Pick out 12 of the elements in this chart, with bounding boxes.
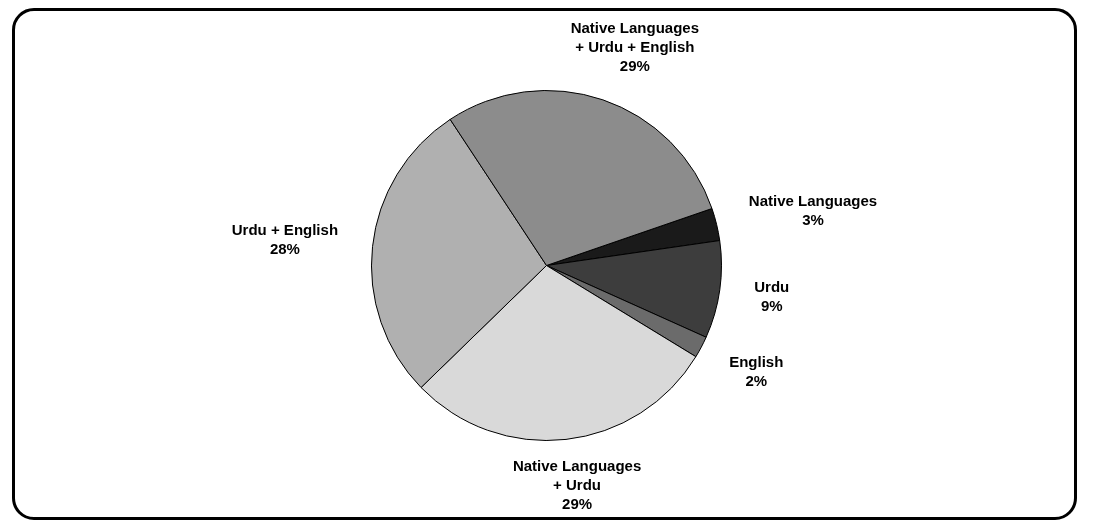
slice-label: Urdu + English <box>231 221 339 239</box>
data-label: 9% <box>760 297 783 315</box>
slice-label: Native Languages + Urdu + English <box>570 18 700 55</box>
slice-label: Urdu <box>754 278 790 296</box>
data-label: 29% <box>562 495 593 513</box>
data-label: 28% <box>269 240 300 258</box>
slice-label: Native Languages + Urdu <box>512 457 642 494</box>
data-label: 3% <box>802 211 824 229</box>
slice-label: English <box>729 353 784 371</box>
slice-label: Native Languages <box>748 192 878 210</box>
data-label: 2% <box>745 372 768 390</box>
data-label: 29% <box>619 56 650 74</box>
